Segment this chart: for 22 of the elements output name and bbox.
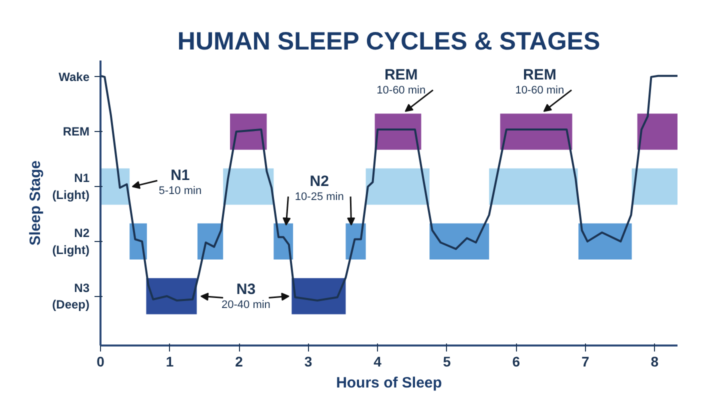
annotation: REM 10-60 min: [515, 66, 564, 96]
x-tick-label: 5: [442, 354, 451, 370]
annotation: N3 20-40 min: [222, 280, 270, 311]
x-tick-label: 2: [235, 354, 244, 370]
annotation: N2 10-25 min: [294, 172, 344, 203]
y-axis-title: Sleep Stage: [27, 160, 44, 246]
x-tick-label: 3: [304, 354, 312, 370]
text: REM: [62, 124, 90, 139]
text: N2 (Light): [52, 226, 90, 257]
annotation: REM 10-60 min: [376, 66, 426, 96]
x-tick-label: 1: [166, 354, 174, 370]
annotation: N1 5-10 min: [158, 166, 202, 197]
x-tick-label: 8: [650, 354, 659, 370]
text: N3 (Deep): [52, 280, 90, 312]
text: Wake: [58, 70, 90, 84]
x-axis-title: Hours of Sleep: [336, 374, 442, 392]
chart-title: HUMAN SLEEP CYCLES & STAGES: [177, 28, 600, 56]
x-tick-label: 7: [581, 354, 590, 370]
x-tick-label: 0: [96, 354, 105, 370]
text: N1 (Light): [52, 171, 90, 202]
x-tick-label: 6: [512, 354, 520, 370]
x-tick-label: 4: [374, 354, 382, 370]
